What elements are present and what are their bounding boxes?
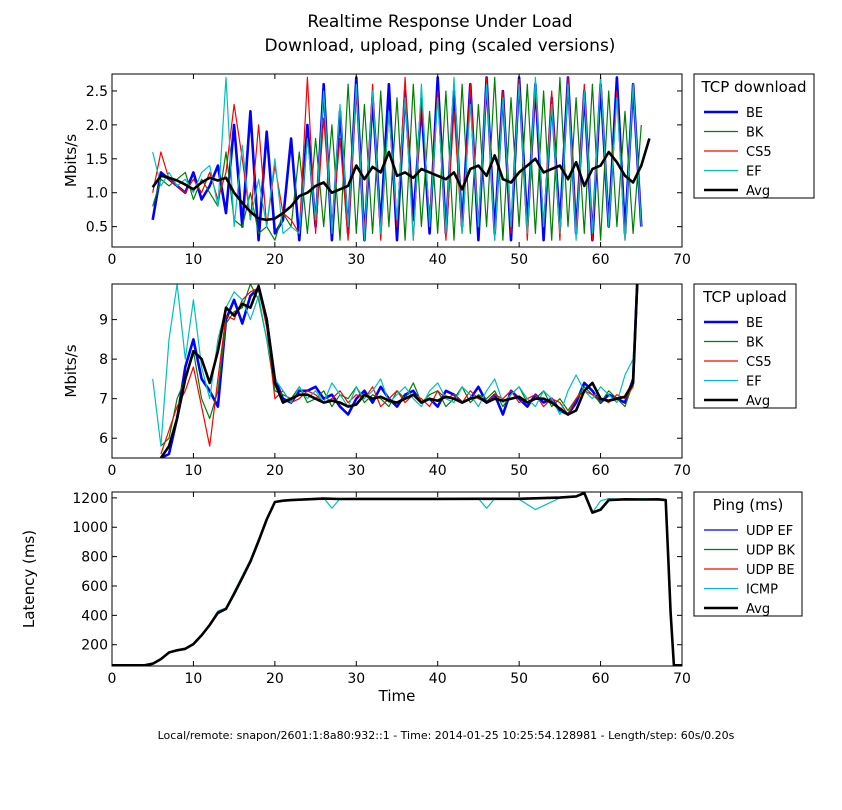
upload-series-avg	[159, 284, 639, 458]
x-tick-label: 20	[266, 252, 284, 268]
x-tick-label: 70	[673, 252, 691, 268]
ping-series-group	[112, 492, 682, 666]
x-tick-label: 50	[510, 463, 528, 479]
y-tick-label: 7	[99, 392, 108, 408]
y-tick-label: 1200	[72, 491, 108, 507]
x-tick-label: 20	[266, 463, 284, 479]
legend-box	[693, 283, 797, 409]
x-tick-label: 30	[347, 463, 365, 479]
upload-series-group	[152, 284, 639, 458]
x-tick-label: 50	[510, 252, 528, 268]
y-tick-label: 400	[81, 608, 108, 624]
legend-label-be: BE	[746, 316, 763, 331]
x-tick-label: 30	[347, 252, 365, 268]
chart-title-line-1: Realtime Response Under Load	[307, 12, 572, 32]
legend-label-be: BE	[746, 106, 763, 121]
legend-box	[693, 491, 803, 617]
ping-series-avg	[112, 492, 682, 666]
x-tick-label: 0	[108, 463, 117, 479]
ping-y-axis-label: Latency (ms)	[20, 530, 38, 628]
y-tick-label: 6	[99, 431, 108, 447]
upload-axes-frame	[111, 283, 683, 459]
x-tick-label: 0	[108, 671, 117, 687]
y-tick-label: 1.5	[86, 152, 108, 168]
y-tick-label: 2.0	[86, 118, 108, 134]
download-series-ef	[152, 76, 642, 241]
chart-title-line-2: Download, upload, ping (scaled versions)	[265, 36, 616, 56]
ping-panel: 0 10 20 30 40 50 60 70 200 400 600 800 1000 1200 Laten…	[20, 491, 803, 705]
download-legend: TCP download BE BK CS5 EF Avg	[693, 73, 815, 199]
y-tick-label: 1000	[72, 520, 108, 536]
footer-metadata: Local/remote: snapon/2601:1:8a80:932::1 …	[158, 729, 735, 742]
x-tick-label: 70	[673, 671, 691, 687]
x-tick-label: 0	[108, 252, 117, 268]
ping-x-axis-label: Time	[378, 687, 416, 705]
download-panel: 0 10 20 30 40 50 60 70 0.5 1.0 1.5 2.0 2.5 Mbits/s TCP…	[62, 73, 815, 268]
y-tick-label: 9	[99, 313, 108, 329]
download-y-axis-label: Mbits/s	[62, 134, 80, 187]
y-tick-label: 1.0	[86, 186, 108, 202]
upload-legend: TCP upload BE BK CS5 EF Avg	[693, 283, 797, 409]
y-tick-label: 8	[99, 352, 108, 368]
legend-label-cs5: CS5	[746, 145, 772, 160]
legend-label-avg: Avg	[746, 394, 770, 409]
upload-y-axis-label: Mbits/s	[62, 344, 80, 397]
y-tick-label: 0.5	[86, 220, 108, 236]
x-tick-label: 10	[185, 671, 203, 687]
legend-box	[693, 73, 815, 199]
download-series-cs5	[152, 76, 642, 241]
y-tick-label: 200	[81, 638, 108, 654]
upload-series-be	[160, 284, 639, 458]
ping-axes-frame	[111, 491, 683, 667]
x-tick-label: 40	[429, 252, 447, 268]
x-tick-label: 60	[592, 671, 610, 687]
upload-series-ef	[152, 284, 638, 447]
legend-label-udp-bk: UDP BK	[746, 544, 795, 559]
upload-series-bk	[160, 284, 638, 447]
x-tick-label: 10	[185, 252, 203, 268]
x-tick-label: 50	[510, 671, 528, 687]
legend-label-udp-ef: UDP EF	[746, 524, 793, 539]
x-tick-label: 70	[673, 463, 691, 479]
x-tick-label: 40	[429, 463, 447, 479]
upload-panel: 0 10 20 30 40 50 60 70 6 7 8 9 Mbits/s TCP upload BE BK…	[62, 283, 797, 479]
ping-legend: Ping (ms) UDP EF UDP BK UDP BE ICMP Avg	[693, 491, 803, 617]
legend-label-ef: EF	[746, 165, 762, 180]
y-tick-label: 2.5	[86, 84, 108, 100]
legend-label-cs5: CS5	[746, 355, 772, 370]
legend-title: TCP download	[700, 78, 806, 96]
upload-series-cs5	[160, 284, 638, 455]
download-series-group	[151, 76, 651, 242]
legend-title: Ping (ms)	[713, 496, 784, 514]
x-tick-label: 20	[266, 671, 284, 687]
y-tick-label: 800	[81, 550, 108, 566]
legend-label-udp-be: UDP BE	[746, 563, 795, 578]
legend-label-ef: EF	[746, 375, 762, 390]
legend-label-avg: Avg	[746, 602, 770, 617]
legend-label-avg: Avg	[746, 184, 770, 199]
x-tick-label: 60	[592, 463, 610, 479]
download-series-avg	[151, 138, 651, 222]
x-tick-label: 60	[592, 252, 610, 268]
legend-label-bk: BK	[746, 126, 764, 141]
chart-panels: 0 10 20 30 40 50 60 700.51.01.52.02.5Mbits/sTCP…	[20, 73, 815, 705]
download-axes-frame	[111, 73, 683, 248]
legend-label-bk: BK	[746, 336, 764, 351]
x-tick-label: 40	[429, 671, 447, 687]
x-tick-label: 10	[185, 463, 203, 479]
legend-label-icmp: ICMP	[746, 583, 778, 598]
x-tick-label: 30	[347, 671, 365, 687]
y-tick-label: 600	[81, 579, 108, 595]
legend-title: TCP upload	[702, 288, 787, 306]
